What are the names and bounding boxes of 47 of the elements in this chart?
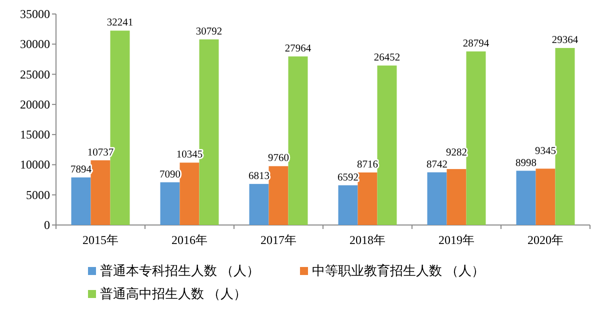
bar [358,172,378,225]
legend-label: 普通高中招生人数 （人） [100,286,246,301]
data-label: 6592 [338,172,358,184]
data-label: 29364 [552,34,579,46]
bar [536,168,556,225]
y-tick-label: 35000 [20,7,50,21]
data-label: 32241 [106,18,134,29]
y-tick-label: 25000 [20,67,50,82]
bar [180,162,200,225]
data-label: 28794 [462,38,490,50]
data-label: 9282 [446,147,467,158]
bar [377,66,397,225]
y-tick-label: 15000 [20,128,50,142]
y-tick-label: 5000 [26,188,50,202]
bar [90,160,110,225]
bar [288,56,308,225]
y-tick-label: 0 [44,218,50,232]
data-label: 26452 [374,52,400,64]
data-label: 9345 [535,146,556,157]
y-tick-label: 10000 [20,158,50,172]
y-tick-label: 30000 [20,37,50,52]
data-label: 27964 [284,43,312,54]
data-label: 6813 [248,170,270,182]
bar [71,177,91,225]
data-label: 8742 [426,159,448,170]
x-tick-label: 2017年 [260,233,296,247]
bar [427,172,447,225]
x-tick-label: 2020年 [528,233,564,247]
y-tick-label: 20000 [20,97,50,112]
data-label: 9760 [268,153,289,164]
x-tick-label: 2015年 [82,233,118,247]
bar [338,185,358,225]
data-label: 30792 [196,26,222,38]
bar [249,184,269,225]
bar [160,182,180,225]
data-label: 7090 [160,169,180,180]
bar [268,166,288,225]
legend-label: 普通本专科招生人数 （人） [100,263,260,278]
bar [446,169,466,225]
bar [555,48,575,225]
legend-label: 中等职业教育招生人数 （人） [312,263,484,278]
x-tick-label: 2016年 [172,233,208,247]
x-tick-label: 2018年 [350,233,386,247]
data-label: 8998 [516,158,536,169]
bar [466,51,486,225]
bar [516,170,536,225]
x-tick-label: 2019年 [438,233,474,247]
